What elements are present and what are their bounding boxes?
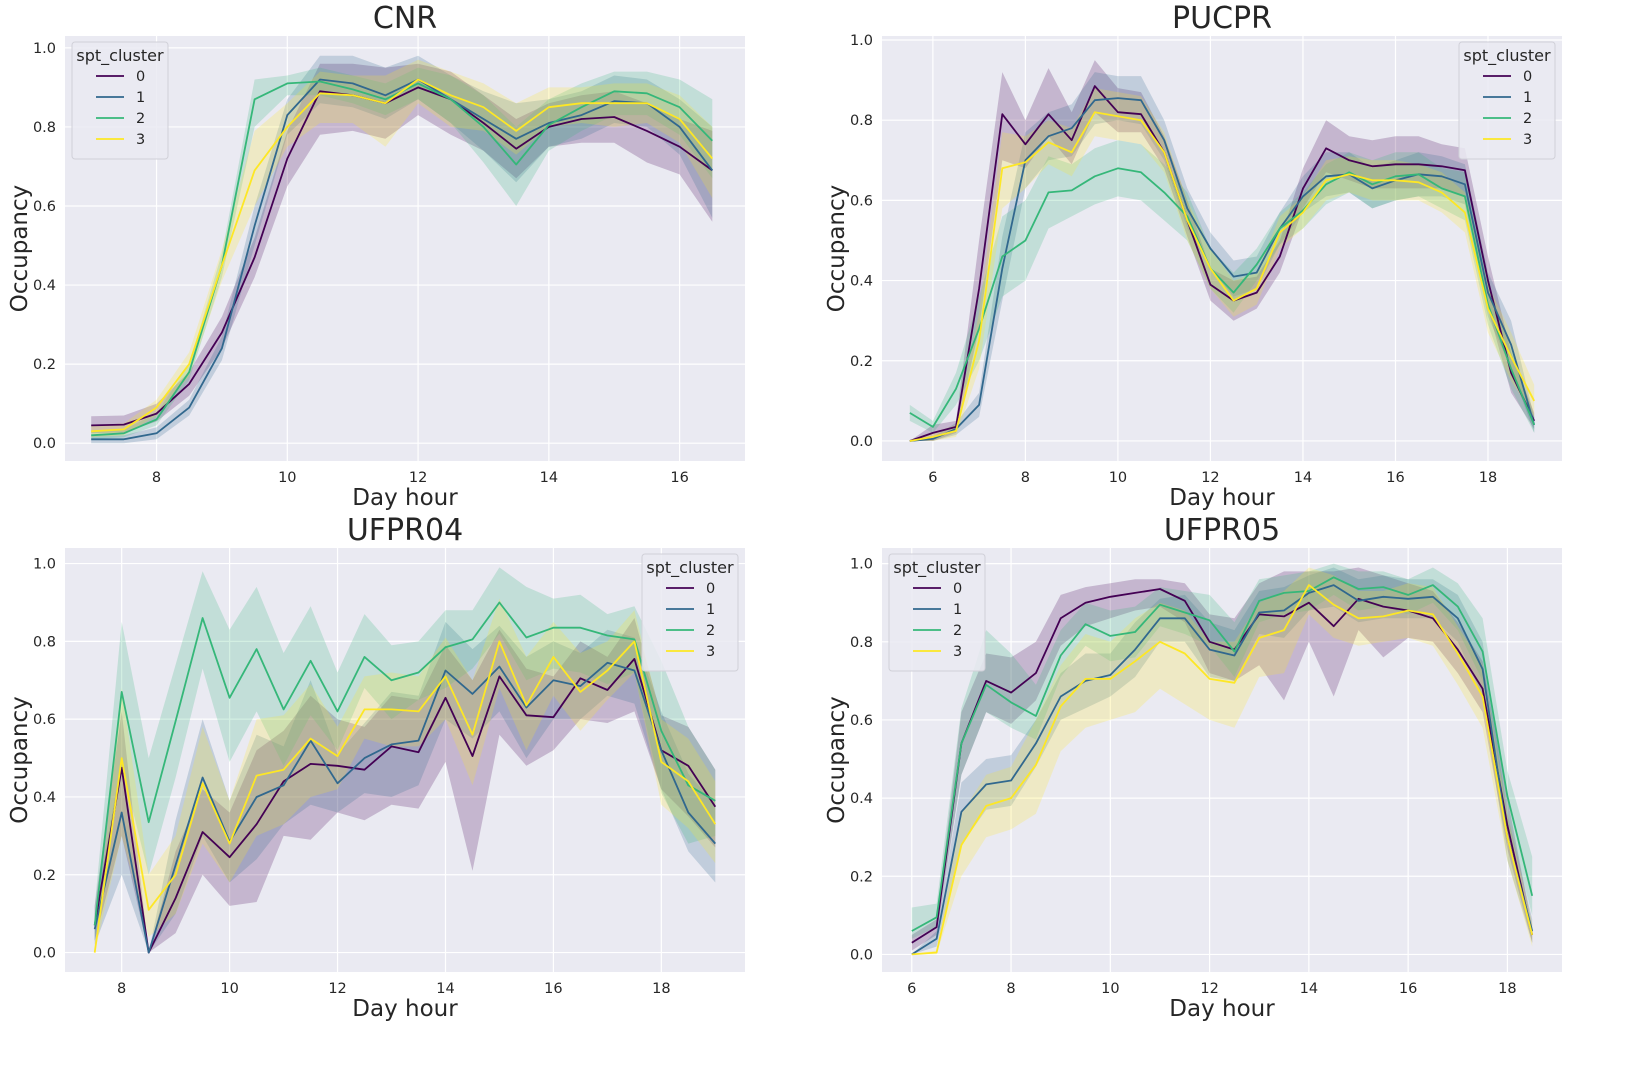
legend-label: 0	[953, 581, 962, 597]
y-tick-label: 0.8	[850, 113, 873, 129]
x-tick-label: 8	[1021, 470, 1030, 486]
legend-label: 3	[706, 644, 715, 660]
y-tick-label: 0.0	[33, 436, 56, 452]
chart-ufpr05: UFPR05 Day hour Occupancy 6 8 10 12 14 16 180.…	[824, 513, 1562, 1022]
x-tick-label: 14	[1294, 470, 1312, 486]
x-tick-label: 18	[652, 981, 670, 997]
y-tick-label: 0.6	[33, 712, 56, 728]
legend-label: 3	[136, 132, 145, 148]
y-tick-label: 0.2	[850, 354, 873, 370]
x-axis-label: Day hour	[352, 485, 458, 511]
x-tick-label: 18	[1498, 981, 1516, 997]
x-tick-label: 18	[1479, 470, 1497, 486]
chart-title: UFPR04	[347, 513, 463, 548]
x-tick-label: 12	[1201, 470, 1219, 486]
legend-label: 1	[1523, 90, 1532, 106]
legend-label: 0	[706, 581, 715, 597]
legend: spt_cluster 0 1 2 3	[642, 554, 738, 671]
x-tick-label: 16	[544, 981, 562, 997]
y-tick-label: 0.6	[850, 193, 873, 209]
x-tick-label: 14	[540, 470, 558, 486]
legend-title: spt_cluster	[1463, 46, 1551, 66]
y-tick-label: 0.0	[850, 947, 873, 963]
legend-label: 1	[706, 602, 715, 618]
legend-label: 0	[1523, 69, 1532, 85]
legend: spt_cluster 0 1 2 3	[1459, 42, 1555, 159]
y-tick-label: 0.2	[33, 357, 56, 373]
legend: spt_cluster 0 1 2 3	[889, 554, 985, 671]
y-tick-label: 0.2	[33, 868, 56, 884]
x-tick-label: 8	[117, 981, 126, 997]
y-tick-label: 0.0	[850, 434, 873, 450]
legend-title: spt_cluster	[893, 558, 981, 578]
x-tick-label: 10	[1101, 981, 1119, 997]
legend-label: 0	[136, 69, 145, 85]
x-axis-label: Day hour	[1169, 996, 1275, 1022]
y-tick-label: 1.0	[33, 41, 56, 57]
legend-title: spt_cluster	[76, 46, 164, 66]
y-tick-label: 0.4	[33, 790, 56, 806]
x-tick-label: 14	[1300, 981, 1318, 997]
y-tick-label: 0.8	[850, 635, 873, 651]
y-tick-label: 0.4	[850, 791, 873, 807]
legend-label: 3	[1523, 132, 1532, 148]
y-tick-label: 1.0	[850, 33, 873, 49]
legend-label: 3	[953, 644, 962, 660]
chart-title: PUCPR	[1172, 1, 1272, 36]
x-tick-label: 6	[907, 981, 916, 997]
x-tick-label: 12	[1200, 981, 1218, 997]
chart-cnr: CNR Day hour Occupancy 8 10 12 14 160.00.20.…	[7, 1, 745, 511]
x-tick-label: 12	[409, 470, 427, 486]
y-tick-label: 0.0	[33, 946, 56, 962]
x-tick-label: 16	[1386, 470, 1404, 486]
y-tick-label: 0.8	[33, 634, 56, 650]
legend-label: 2	[706, 623, 715, 639]
y-tick-label: 0.8	[33, 120, 56, 136]
x-axis-label: Day hour	[1169, 485, 1275, 511]
y-axis-label: Occupancy	[7, 696, 33, 824]
legend-label: 2	[136, 111, 145, 127]
x-axis-label: Day hour	[352, 996, 458, 1022]
legend-label: 1	[136, 90, 145, 106]
chart-title: CNR	[373, 1, 437, 36]
figure: CNR Day hour Occupancy 8 10 12 14 160.00.20.…	[0, 0, 1636, 1072]
y-axis-label: Occupancy	[824, 696, 850, 824]
y-axis-label: Occupancy	[824, 185, 850, 313]
legend-label: 1	[953, 602, 962, 618]
legend: spt_cluster 0 1 2 3	[72, 42, 168, 159]
x-tick-label: 6	[928, 470, 937, 486]
y-tick-label: 1.0	[33, 557, 56, 573]
chart-pucpr: PUCPR Day hour Occupancy 6 8 10 12 14 16 180.0…	[824, 1, 1562, 511]
x-tick-label: 16	[1399, 981, 1417, 997]
y-tick-label: 0.6	[33, 199, 56, 215]
y-tick-label: 1.0	[850, 557, 873, 573]
x-tick-label: 10	[278, 470, 296, 486]
y-tick-label: 0.6	[850, 713, 873, 729]
y-tick-label: 0.2	[850, 869, 873, 885]
x-tick-label: 14	[436, 981, 454, 997]
x-tick-label: 12	[328, 981, 346, 997]
legend-title: spt_cluster	[646, 558, 734, 578]
y-axis-label: Occupancy	[7, 185, 33, 313]
x-tick-label: 16	[670, 470, 688, 486]
y-tick-label: 0.4	[850, 274, 873, 290]
chart-ufpr04: UFPR04 Day hour Occupancy 8 10 12 14 16 180.0…	[7, 513, 745, 1022]
chart-title: UFPR05	[1164, 513, 1280, 548]
x-tick-label: 8	[152, 470, 161, 486]
y-tick-label: 0.4	[33, 278, 56, 294]
x-tick-label: 10	[220, 981, 238, 997]
legend-label: 2	[1523, 111, 1532, 127]
x-tick-label: 10	[1109, 470, 1127, 486]
x-tick-label: 8	[1006, 981, 1015, 997]
legend-label: 2	[953, 623, 962, 639]
